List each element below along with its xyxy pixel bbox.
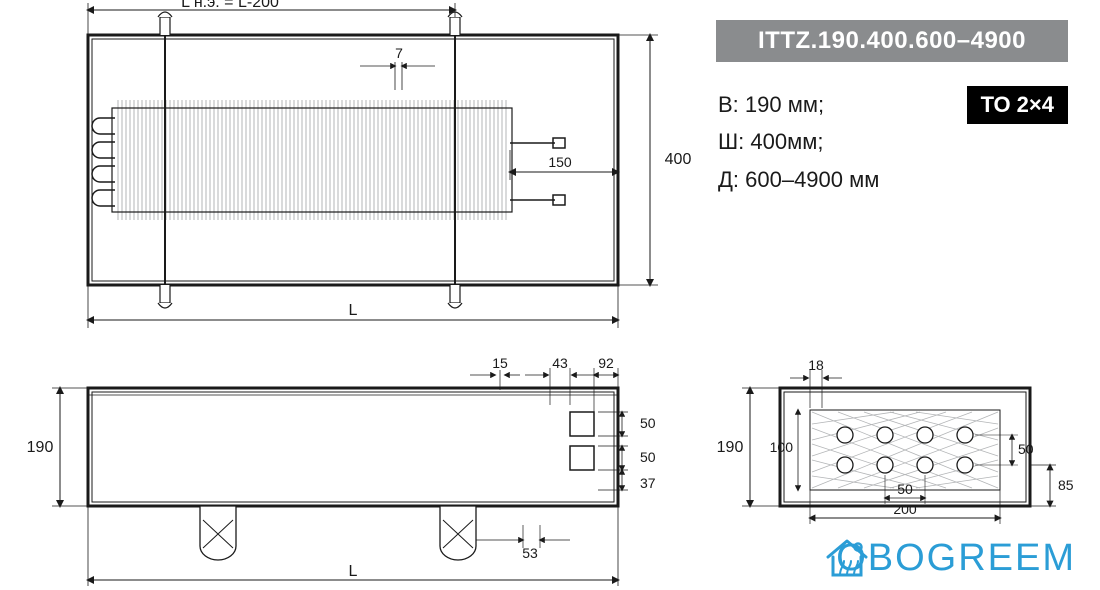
dim-end-190: 190 bbox=[717, 439, 744, 456]
dim-400: 400 bbox=[665, 151, 692, 168]
dim-18: 18 bbox=[808, 357, 824, 373]
dim-37: 37 bbox=[640, 475, 656, 491]
top-view: L н.э. = L-200 7 150 400 L bbox=[88, 0, 691, 328]
dim-150: 150 bbox=[548, 154, 572, 170]
dim-e50a: 50 bbox=[1018, 441, 1034, 457]
dim-s50b: 50 bbox=[640, 449, 656, 465]
dim-53: 53 bbox=[522, 545, 538, 561]
dim-43: 43 bbox=[552, 355, 568, 371]
dim-fin-pitch: 7 bbox=[395, 45, 403, 61]
dim-L-side: L bbox=[349, 563, 358, 580]
dim-15: 15 bbox=[492, 355, 508, 371]
end-view: 190 18 100 50 50 200 85 bbox=[717, 357, 1074, 524]
dim-s50a: 50 bbox=[640, 415, 656, 431]
dim-85: 85 bbox=[1058, 477, 1074, 493]
dim-100: 100 bbox=[770, 439, 794, 455]
dim-92: 92 bbox=[598, 355, 614, 371]
technical-drawing: L н.э. = L-200 7 150 400 L 190 L 53 bbox=[0, 0, 1100, 590]
dim-side-190: 190 bbox=[27, 439, 54, 456]
dim-e50b: 50 bbox=[897, 481, 913, 497]
dim-200: 200 bbox=[893, 501, 917, 517]
side-view: 190 L 53 15 43 92 50 50 37 bbox=[27, 355, 656, 586]
dim-top-formula: L н.э. = L-200 bbox=[181, 0, 279, 11]
dim-L-top: L bbox=[349, 302, 358, 319]
